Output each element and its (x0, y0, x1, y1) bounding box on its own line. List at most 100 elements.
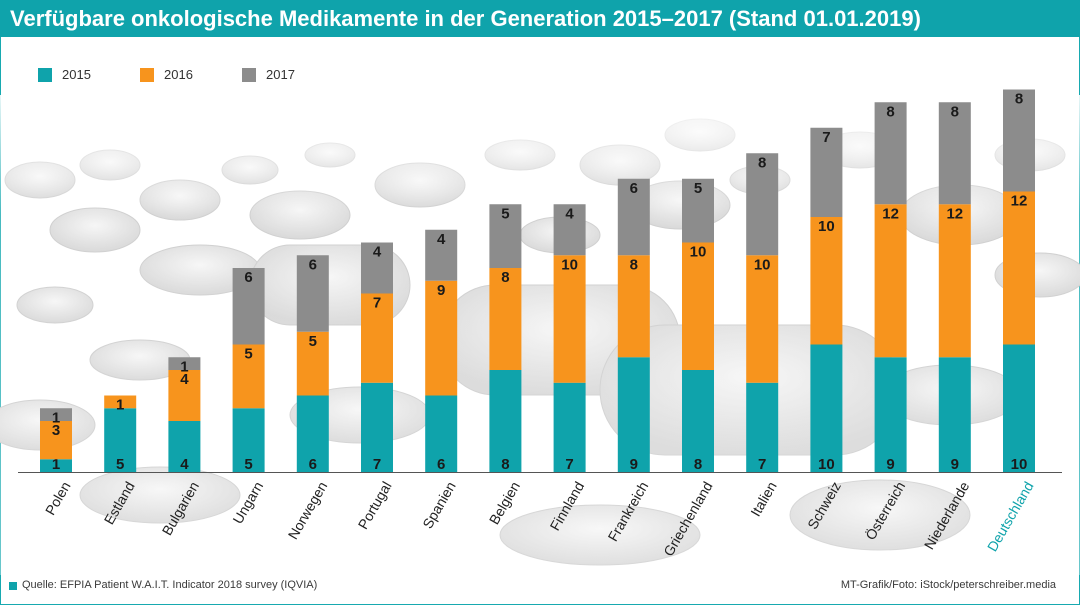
bar-ungarn-2017 (232, 268, 265, 345)
data-label-polen-2016: 3 (52, 422, 60, 439)
bar-niederlande-2017 (938, 102, 971, 205)
bar-portugal-2015 (361, 382, 393, 472)
bar-griechenland-2017 (682, 178, 714, 243)
x-tick-label-bulgarien: Bulgarien (159, 479, 202, 538)
data-label-oesterreich-2017: 8 (886, 103, 894, 120)
data-label-finnland-2017: 4 (565, 205, 574, 222)
data-label-oesterreich-2015: 9 (886, 456, 894, 473)
bar-deutschland-2016 (1003, 191, 1035, 345)
bar-schweiz-2017 (810, 127, 843, 217)
legend-swatch-2015 (38, 68, 52, 82)
bar-finnland-2017 (553, 204, 586, 256)
data-label-frankreich-2015: 9 (630, 456, 638, 473)
x-tick-label-deutschland: Deutschland (984, 479, 1037, 554)
bar-portugal-2016 (361, 293, 393, 383)
bar-schweiz-2016 (810, 217, 843, 345)
source-marker-icon (9, 582, 17, 590)
data-label-belgien-2017: 5 (501, 205, 509, 222)
data-label-spanien-2016: 9 (437, 282, 445, 299)
bar-finnland-2015 (553, 382, 586, 472)
bar-deutschland-2015 (1003, 344, 1035, 472)
bar-frankreich-2017 (617, 178, 650, 256)
bar-oesterreich-2015 (874, 357, 907, 472)
data-label-polen-2017: 1 (52, 409, 60, 426)
bar-bulgarien-2016 (168, 370, 201, 421)
bar-norwegen-2017 (296, 255, 329, 332)
bar-deutschland-2017 (1003, 89, 1035, 192)
data-label-polen-2015: 1 (52, 456, 60, 473)
data-label-italien-2015: 7 (758, 456, 766, 473)
bar-portugal-2017 (361, 242, 393, 294)
bar-niederlande-2015 (938, 357, 971, 472)
x-tick-label-polen: Polen (42, 479, 74, 518)
x-tick-label-belgien: Belgien (486, 479, 523, 527)
x-tick-label-schweiz: Schweiz (804, 479, 844, 532)
legend-label-2016: 2016 (164, 67, 193, 82)
data-label-estland-2016: 1 (116, 397, 124, 414)
data-label-belgien-2016: 8 (501, 269, 509, 286)
bar-spanien-2017 (425, 229, 458, 281)
data-label-belgien-2015: 8 (501, 456, 509, 473)
legend-swatch-2017 (242, 68, 256, 82)
x-tick-label-oesterreich: Österreich (861, 478, 908, 542)
bar-finnland-2016 (553, 255, 586, 383)
data-label-frankreich-2016: 8 (630, 256, 638, 273)
bar-bulgarien-2017 (168, 357, 201, 370)
bar-norwegen-2015 (296, 395, 329, 472)
bar-frankreich-2016 (617, 255, 650, 358)
bar-bulgarien-2015 (168, 421, 201, 472)
bar-italien-2017 (746, 153, 779, 256)
data-label-bulgarien-2016: 4 (180, 371, 189, 388)
x-tick-label-ungarn: Ungarn (229, 479, 266, 527)
bar-ungarn-2015 (232, 408, 265, 472)
photo-credit: MT-Grafik/Foto: iStock/peterschreiber.me… (840, 579, 1056, 591)
data-label-schweiz-2017: 7 (822, 129, 830, 146)
data-label-bulgarien-2017: 1 (180, 358, 188, 375)
x-tick-label-portugal: Portugal (355, 479, 395, 532)
x-tick-label-finnland: Finnland (547, 479, 588, 534)
data-label-norwegen-2016: 5 (309, 333, 317, 350)
data-label-deutschland-2016: 12 (1011, 193, 1028, 210)
x-tick-label-norwegen: Norwegen (285, 479, 331, 542)
bar-griechenland-2015 (682, 370, 714, 472)
data-label-finnland-2015: 7 (565, 456, 573, 473)
data-label-griechenland-2016: 10 (690, 244, 707, 261)
chart-title: Verfügbare onkologische Medikamente in d… (10, 6, 921, 31)
bar-spanien-2015 (425, 395, 458, 472)
legend-swatch-2016 (140, 68, 154, 82)
data-label-spanien-2017: 4 (437, 231, 446, 248)
bar-ungarn-2016 (232, 344, 265, 409)
bar-belgien-2017 (489, 204, 522, 268)
x-tick-label-spanien: Spanien (419, 479, 459, 532)
bar-polen-2015 (40, 459, 72, 472)
bar-belgien-2016 (489, 268, 522, 370)
bar-norwegen-2016 (296, 331, 329, 396)
data-label-oesterreich-2016: 12 (882, 205, 899, 222)
data-label-portugal-2016: 7 (373, 295, 381, 312)
bar-niederlande-2016 (938, 204, 971, 358)
bar-italien-2016 (746, 255, 779, 383)
bar-schweiz-2015 (810, 344, 843, 472)
legend: 2015 2016 2017 (0, 67, 400, 88)
data-label-frankreich-2017: 6 (630, 180, 638, 197)
bar-griechenland-2016 (682, 242, 714, 370)
data-label-niederlande-2016: 12 (946, 205, 963, 222)
x-tick-label-italien: Italien (747, 479, 780, 519)
data-label-niederlande-2017: 8 (951, 103, 959, 120)
bar-frankreich-2015 (617, 357, 650, 472)
data-label-portugal-2017: 4 (373, 244, 382, 261)
data-label-schweiz-2016: 10 (818, 218, 835, 235)
data-label-norwegen-2015: 6 (309, 456, 317, 473)
data-label-italien-2016: 10 (754, 256, 771, 273)
bar-polen-2016 (40, 421, 72, 460)
x-tick-label-griechenland: Griechenland (660, 479, 715, 559)
data-label-spanien-2015: 6 (437, 456, 445, 473)
bar-polen-2017 (40, 408, 72, 421)
data-label-deutschland-2015: 10 (1011, 456, 1028, 473)
data-label-griechenland-2017: 5 (694, 180, 702, 197)
x-tick-label-estland: Estland (101, 479, 138, 527)
bar-oesterreich-2016 (874, 204, 907, 358)
bar-spanien-2016 (425, 280, 458, 396)
bar-oesterreich-2017 (874, 102, 907, 205)
